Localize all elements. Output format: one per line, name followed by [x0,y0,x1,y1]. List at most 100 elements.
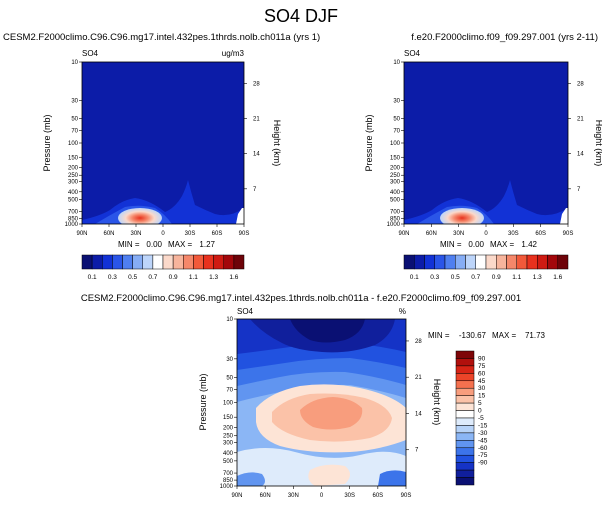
colorbar-3-label: 90 [478,355,486,362]
panel-2-x-tick-label: 90N [398,231,409,237]
panel-2-max-label: MAX = [490,240,515,249]
panel-3-ylabel-right: Height (km) [432,379,442,426]
panel-1-y-tick-label: 10 [71,60,78,66]
panel-1-min-value: 0.00 [146,240,162,249]
colorbar-3-label: -45 [478,437,488,444]
panel-1-units: ug/m3 [222,49,245,58]
panel-1-y-tick-label: 1000 [65,222,79,228]
panel-3-units: % [399,307,406,316]
colorbar-1-label: 1.6 [229,274,238,281]
colorbar-3-swatch [455,417,475,426]
panel-1-y-tick-label: 250 [68,173,79,179]
panel-2-x-tick-label: 30N [453,231,464,237]
colorbar-3-swatch [455,402,475,411]
panel-1-y-tick-label: 150 [68,155,79,161]
panel-2-plot [404,62,568,224]
panel-3-lower-cool [237,472,265,486]
colorbar-1-swatch [132,254,143,270]
panel-3: CESM2.F2000climo.C96.C96.mg17.intel.432p… [81,293,546,499]
panel-1-y-tick-label: 200 [68,165,79,171]
colorbar-3-label: -60 [478,445,488,452]
colorbar-2-swatch [485,254,497,270]
panel-3-y-tick-label: 400 [223,451,234,457]
panel-3-y-tick-label: 850 [223,478,234,484]
panel-3-ylabel: Pressure (mb) [198,373,208,430]
panel-3-y-tick-label: 700 [223,471,234,477]
panel-1-min-label: MIN = [118,240,140,249]
panel-1-y-tick-label: 30 [71,99,78,105]
colorbar-3-label: -30 [478,430,488,437]
panel-1-height-tick-label: 21 [253,116,260,122]
colorbar-3-swatch [455,395,475,404]
panel-1-stats: MIN = 0.00 MAX = 1.27 [118,240,216,249]
panel-3-x-tick-label: 60N [260,493,271,499]
colorbar-1-label: 1.3 [209,274,218,281]
colorbar-3-label: -90 [478,460,488,467]
panel-1-height-tick-label: 28 [253,81,260,87]
colorbar-3-swatch [455,358,475,367]
colorbar-2-label: 0.7 [471,274,480,281]
panel-3-y-tick-label: 30 [226,357,233,363]
colorbar-3-label: 45 [478,378,486,385]
panel-3-x-tick-label: 30S [344,493,355,499]
colorbar-2-swatch [557,254,569,270]
colorbar-3-swatch [455,454,475,463]
panel-2-field-label: SO4 [404,49,421,58]
colorbar-3-label: 5 [478,400,482,407]
panel-2-y-tick-label: 700 [390,209,401,215]
panel-1-field-label: SO4 [82,49,99,58]
colorbar-2-swatch [424,254,435,270]
colorbar-1-swatch [223,254,235,270]
panel-3-x-tick-label: 30N [288,493,299,499]
colorbar-3-label: -5 [478,415,484,422]
panel-1-max-value: 1.27 [199,240,215,249]
colorbar-1-swatch [203,254,214,270]
panel-3-stats: MIN = -130.67 MAX = 71.73 [428,331,546,340]
panel-1-x-tick-label: 0 [161,231,165,237]
colorbar-3-swatch [455,410,475,419]
colorbar-1-swatch [81,254,93,270]
colorbar-3-swatch [455,477,475,486]
page-title: SO4 DJF [264,6,338,26]
panel-3-y-tick-label: 1000 [220,484,234,490]
colorbar-2-swatch [403,254,415,270]
colorbar-1-swatch [193,254,204,270]
colorbar-2-swatch [455,254,466,270]
colorbar-1-swatch [152,254,164,270]
panel-2-x-tick-label: 90S [563,231,574,237]
panel-1-hotspot [118,208,162,224]
colorbar-1-label: 1.1 [189,274,198,281]
panel-1-height-tick-label: 7 [253,187,257,193]
panel-3-x-tick-label: 90N [231,493,242,499]
panel-1-background-contour [82,62,244,224]
panel-1-y-tick-label: 50 [71,117,78,123]
colorbar-1-swatch [183,254,194,270]
colorbar-3-swatch [455,469,475,478]
panel-1-y-tick-label: 100 [68,141,79,147]
colorbar-3-swatch [455,373,475,382]
panel-1-plot [82,62,244,224]
colorbar-3-label: 15 [478,393,486,400]
colorbar-3-swatch [455,365,475,374]
colorbar-2-label: 0.1 [410,274,419,281]
colorbar-2-label: 0.3 [430,274,439,281]
colorbar-1-label: 0.5 [128,274,137,281]
colorbar-1-swatch [162,254,174,270]
colorbar-3-label: 0 [478,408,482,415]
panel-3-x-tick-label: 60S [372,493,383,499]
colorbar-1-swatch [142,254,154,270]
panel-1-y-tick-label: 700 [68,209,79,215]
colorbar-3-label: -75 [478,452,488,459]
panel-2-y-tick-label: 500 [390,198,401,204]
panel-2-x-tick-label: 60S [535,231,546,237]
panel-1-y-tick-label: 400 [68,190,79,196]
colorbar-panel-1: 0.1 0.3 0.5 0.7 0.9 1.1 1.3 1.6 [81,254,245,281]
panel-3-max-value: 71.73 [525,331,546,340]
panel-2-y-tick-label: 400 [390,190,401,196]
panel-3-x-tick-label: 90S [401,493,412,499]
colorbar-2-label: 1.1 [512,274,521,281]
panel-2-min-label: MIN = [440,240,462,249]
panel-2-height-tick-label: 21 [577,116,584,122]
colorbar-3-swatch [455,462,475,471]
